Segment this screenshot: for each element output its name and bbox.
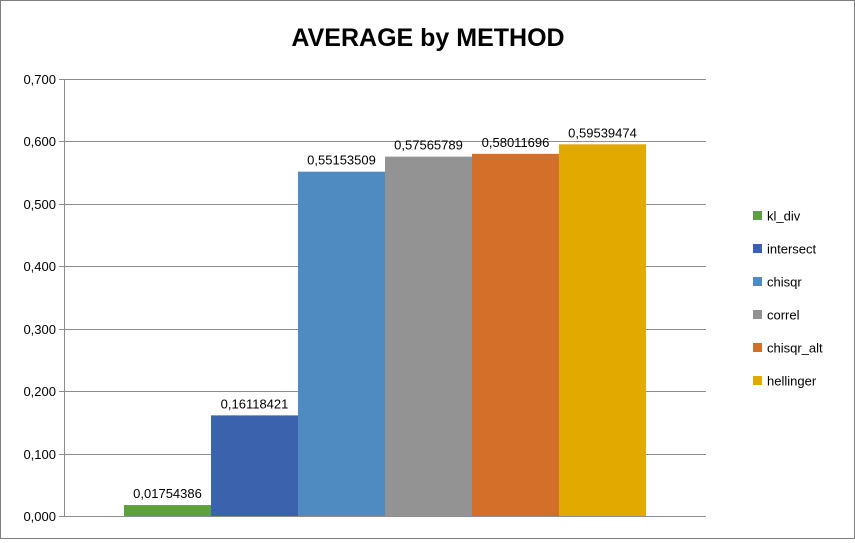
legend-label-intersect: intersect bbox=[767, 242, 817, 257]
data-label-correl: 0,57565789 bbox=[394, 138, 463, 153]
legend-label-chisqr: chisqr bbox=[767, 275, 802, 290]
bar-chisqr_alt bbox=[472, 153, 559, 517]
legend-swatch-chisqr_alt bbox=[753, 343, 762, 352]
legend-swatch-chisqr bbox=[753, 277, 762, 286]
legend-label-chisqr_alt: chisqr_alt bbox=[767, 341, 823, 356]
y-axis: 0,000 0,100 0,200 0,300 0,400 0,500 0,600 0,700 bbox=[23, 72, 65, 524]
chart-title: AVERAGE by METHOD bbox=[291, 24, 564, 52]
y-tick-label: 0,500 bbox=[23, 197, 56, 212]
bar-intersect bbox=[211, 415, 298, 516]
legend: kl_div intersect chisqr correl chisqr_althel… bbox=[753, 209, 823, 389]
y-tick-label: 0,400 bbox=[23, 259, 56, 274]
legend-swatch-intersect bbox=[753, 244, 762, 253]
data-label-kl_div: 0,01754386 bbox=[133, 486, 202, 501]
data-labels: 0,01754386 0,16118421 0,55153509 0,57565789… bbox=[133, 125, 637, 501]
legend-label-correl: correl bbox=[767, 308, 800, 323]
legend-label-hellinger: hellinger bbox=[767, 374, 817, 389]
bar-kl_div bbox=[124, 505, 211, 516]
bar-correl bbox=[385, 156, 472, 516]
legend-label-kl_div: kl_div bbox=[767, 209, 801, 224]
y-tick-label: 0,700 bbox=[23, 72, 56, 87]
legend-swatch-correl bbox=[753, 310, 762, 319]
y-tick-label: 0,200 bbox=[23, 384, 56, 399]
y-tick-label: 0,100 bbox=[23, 447, 56, 462]
legend-swatch-hellinger bbox=[753, 376, 762, 385]
data-label-chisqr: 0,55153509 bbox=[307, 153, 376, 168]
data-label-intersect: 0,16118421 bbox=[221, 396, 289, 411]
bars bbox=[124, 144, 646, 517]
bar-chisqr bbox=[298, 171, 385, 517]
data-label-hellinger: 0,59539474 bbox=[568, 125, 637, 140]
y-tick-label: 0,600 bbox=[23, 134, 56, 149]
bar-hellinger bbox=[559, 144, 646, 516]
y-tick-label: 0,000 bbox=[23, 509, 56, 524]
legend-swatch-kl_div bbox=[753, 211, 762, 220]
y-tick-label: 0,300 bbox=[23, 322, 56, 337]
data-label-chisqr_alt: 0,58011696 bbox=[482, 135, 550, 150]
